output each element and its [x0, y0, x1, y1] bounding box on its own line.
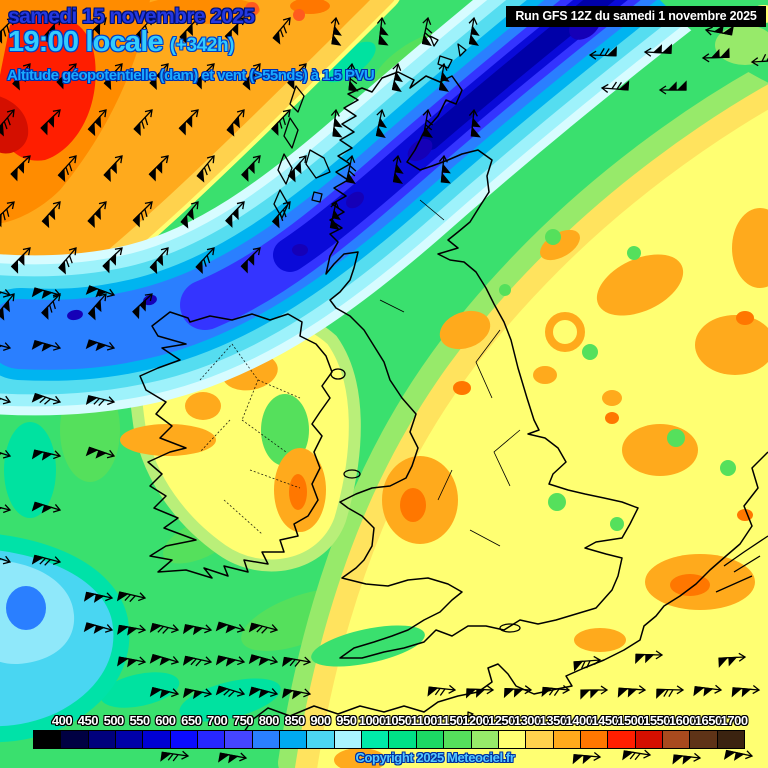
legend-color-box — [116, 731, 143, 748]
legend-color-box — [143, 731, 170, 748]
legend-tick-label: 650 — [181, 713, 202, 728]
header-time-label: 19:00 locale — [8, 26, 164, 58]
legend-color-box — [170, 731, 198, 748]
legend-color-box — [389, 731, 416, 748]
legend-tick-label: 1550 — [643, 713, 671, 728]
legend-color-box — [444, 731, 471, 748]
internal-borders — [199, 343, 301, 535]
coastline-ireland — [139, 311, 333, 579]
legend-tick-label: 400 — [51, 713, 73, 728]
legend-color-box — [225, 731, 252, 748]
header-date: samedi 15 novembre 2025 — [8, 5, 255, 28]
header-time: 19:00 locale (+342h) — [8, 26, 235, 59]
legend-color-box — [307, 731, 334, 748]
header-forecast-offset: (+342h) — [169, 35, 235, 56]
legend-scale — [33, 730, 745, 749]
coastline-islands — [273, 35, 768, 718]
legend-color-box — [717, 731, 744, 748]
legend-color-box — [498, 731, 526, 748]
legend-tick-label: 450 — [77, 713, 99, 728]
legend-tick-label: 1250 — [487, 713, 515, 728]
coastline-great-britain — [325, 71, 639, 659]
legend-tick-label: 1650 — [694, 713, 722, 728]
legend-tick-label: 900 — [310, 713, 331, 728]
legend-color-box — [553, 731, 580, 748]
legend-tick-label: 1300 — [513, 713, 541, 728]
legend-tick-label: 1200 — [462, 713, 490, 728]
legend-tick-label: 700 — [206, 713, 228, 728]
legend-color-box — [334, 731, 362, 748]
legend-color-box — [580, 731, 608, 748]
legend-tick-label: 800 — [258, 713, 280, 728]
legend-tick-label: 1400 — [565, 713, 593, 728]
header-subtitle: Altitude géopotentielle (dam) et vent (>… — [7, 67, 375, 84]
legend-color-box — [662, 731, 690, 748]
legend-tick-label: 1450 — [591, 713, 619, 728]
jet-stream-band — [0, 0, 768, 416]
legend-color-box — [690, 731, 717, 748]
coastline-continent — [243, 451, 768, 733]
legend-tick-label: 1150 — [436, 713, 464, 728]
legend-tick-label: 850 — [284, 713, 306, 728]
legend-tick-label: 1600 — [668, 713, 696, 728]
legend-color-box — [416, 731, 444, 748]
run-info-box: Run GFS 12Z du samedi 1 novembre 2025 — [506, 6, 766, 27]
legend-tick-label: 600 — [155, 713, 176, 728]
copyright-watermark: Copyright 2025 Meteociel.fr — [355, 750, 515, 765]
legend-color-box — [252, 731, 280, 748]
legend-color-box — [88, 731, 116, 748]
legend-tick-label: 500 — [103, 713, 125, 728]
legend-tick-label: 1700 — [720, 713, 748, 728]
legend-tick-label: 1350 — [539, 713, 567, 728]
legend-tick-label: 950 — [336, 713, 357, 728]
legend-tick-label: 750 — [232, 713, 254, 728]
legend-color-box — [471, 731, 498, 748]
legend-tick-label: 1100 — [410, 713, 438, 728]
legend-color-box — [61, 731, 88, 748]
legend-color-box — [362, 731, 389, 748]
legend-color-box — [198, 731, 225, 748]
legend-color-box — [526, 731, 553, 748]
legend-tick-label: 1000 — [358, 713, 386, 728]
legend-tick-label: 550 — [129, 713, 150, 728]
legend-color-box — [635, 731, 662, 748]
legend-color-box — [280, 731, 307, 748]
legend-color-box — [34, 731, 61, 748]
legend-tick-label: 1500 — [617, 713, 645, 728]
legend-tick-label: 1050 — [384, 713, 412, 728]
rivers — [379, 199, 521, 547]
legend-color-box — [608, 731, 635, 748]
